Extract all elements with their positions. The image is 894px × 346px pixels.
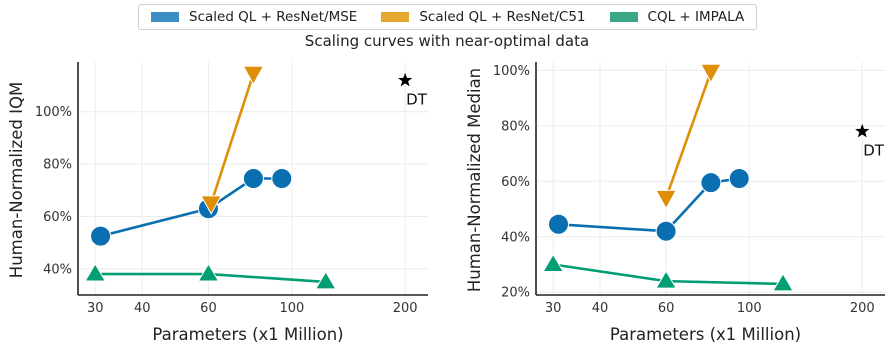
annotation-label: DT (863, 141, 885, 159)
data-point (728, 168, 750, 189)
y-tick-label: 60% (43, 210, 72, 225)
y-tick-label: 100% (493, 64, 530, 79)
series-line (209, 73, 255, 204)
legend-swatch-c51 (381, 12, 410, 22)
x-tick-label: 60 (200, 301, 217, 316)
series-triangle-down (200, 65, 265, 215)
chart-panel-1: 30 40 60 100 200 40% 60% 80% 100% Parameters (x1 … (7, 62, 428, 344)
x-tick-label: 40 (592, 301, 609, 316)
annotation-star-marker (855, 123, 870, 138)
series-line (664, 71, 713, 199)
y-tick-label: 40% (43, 262, 72, 277)
data-point (700, 172, 722, 194)
data-point (314, 270, 337, 290)
data-point (700, 63, 722, 84)
data-point (655, 220, 677, 242)
data-point (548, 213, 570, 235)
x-tick-label: 100 (280, 301, 305, 316)
x-tick-label: 40 (134, 301, 151, 316)
y-tick-label: 40% (501, 230, 530, 245)
figure-title: Scaling curves with near-optimal data (304, 32, 590, 50)
data-point (197, 263, 220, 282)
annotation-label: DT (406, 90, 428, 108)
legend-swatch-mse (151, 12, 179, 22)
data-point (242, 168, 264, 189)
y-tick-label: 80% (43, 158, 72, 173)
legend-item-mse: Scaled QL + ResNet/MSE (151, 9, 357, 25)
series-triangle-up (84, 263, 337, 290)
y-tick-label: 100% (35, 105, 72, 120)
data-point (200, 195, 223, 215)
x-axis-label: Parameters (x1 Million) (610, 325, 801, 344)
series-triangle-down (655, 63, 722, 210)
series-circle (548, 168, 750, 242)
legend-label-c51: Scaled QL + ResNet/C51 (419, 9, 586, 25)
x-tick-label: 60 (658, 301, 675, 316)
series-triangle-up (542, 253, 794, 292)
legend-item-cql: CQL + IMPALA (609, 9, 745, 25)
x-tick-label: 100 (737, 301, 762, 316)
y-tick-label: 80% (501, 119, 530, 134)
annotation-star-marker (398, 72, 413, 87)
data-point (772, 272, 794, 292)
y-axis-label: Human-Normalized Median (465, 68, 484, 292)
series-line (100, 177, 282, 238)
data-point (271, 168, 293, 189)
legend-swatch-cql (609, 12, 638, 22)
y-axis-label: Human-Normalized IQM (7, 82, 26, 278)
x-tick-label: 200 (850, 301, 875, 316)
legend: Scaled QL + ResNet/MSE Scaled QL + ResNe… (138, 4, 757, 30)
data-point (84, 263, 107, 282)
data-point (655, 189, 677, 210)
x-tick-label: 200 (393, 301, 418, 316)
data-point (90, 225, 112, 247)
data-point (542, 253, 565, 272)
data-point (655, 270, 677, 289)
legend-item-c51: Scaled QL + ResNet/C51 (381, 9, 586, 25)
legend-label-cql: CQL + IMPALA (647, 9, 745, 25)
series-circle (90, 168, 293, 247)
y-tick-label: 60% (501, 175, 530, 190)
legend-label-mse: Scaled QL + ResNet/MSE (189, 9, 358, 25)
x-tick-label: 30 (87, 301, 104, 316)
y-tick-label: 20% (501, 286, 530, 301)
x-tick-label: 30 (545, 301, 562, 316)
x-axis-label: Parameters (x1 Million) (152, 325, 343, 344)
chart-panel-2: 30 40 60 100 200 20% 40% 60% 80% 100% Parameters (… (465, 62, 885, 344)
data-point (242, 65, 265, 86)
series-line (558, 177, 740, 233)
